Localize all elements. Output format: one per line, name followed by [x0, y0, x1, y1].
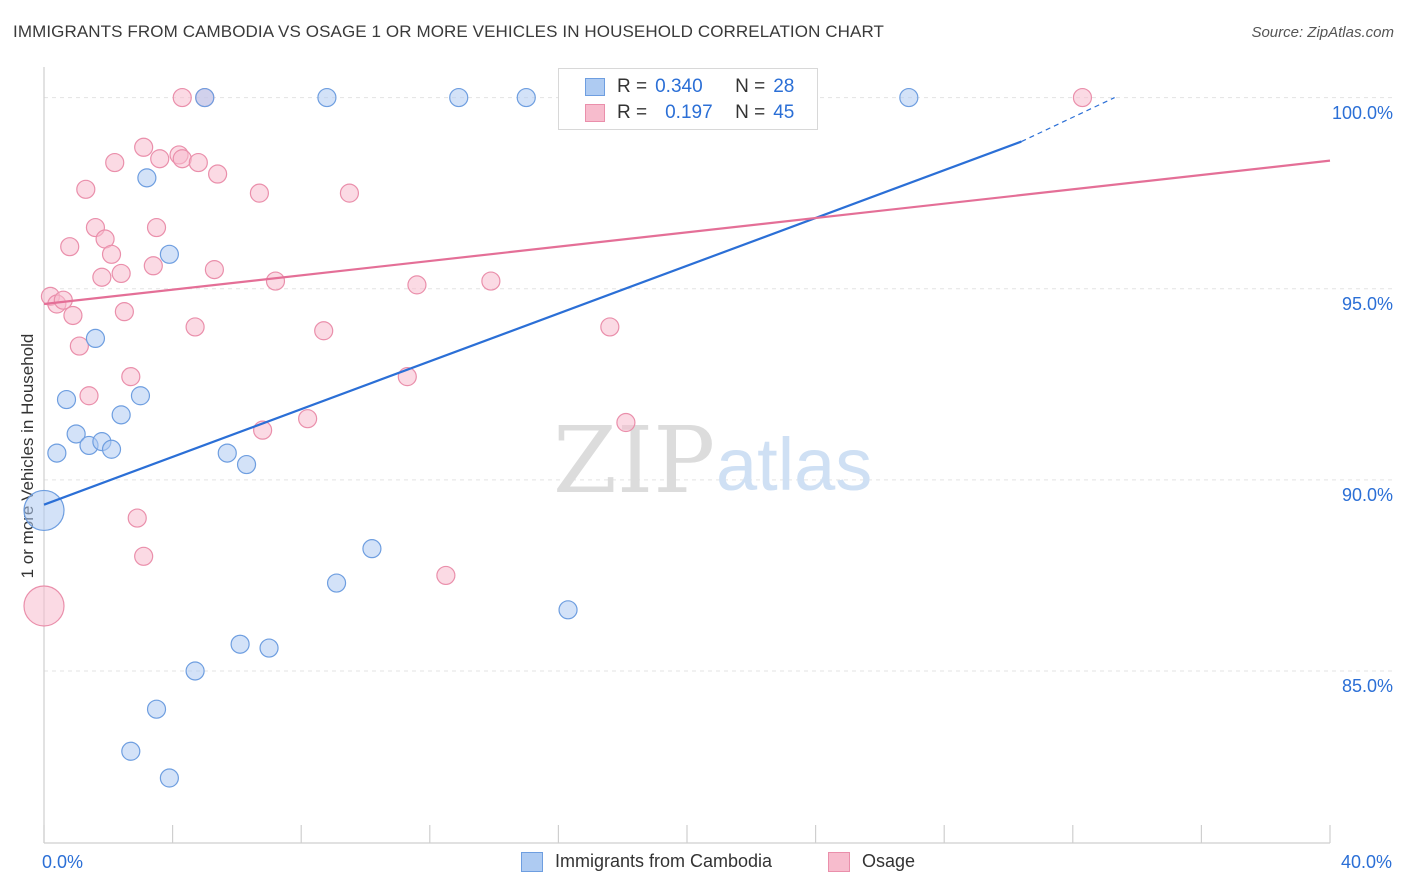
- data-point: [130, 386, 151, 406]
- y-tick-label: 100.0%: [1331, 102, 1393, 123]
- data-point: [362, 539, 382, 559]
- data-point: [79, 386, 99, 406]
- cambodia-points: [23, 87, 919, 788]
- data-point: [69, 336, 89, 356]
- n-value: 45: [773, 102, 795, 123]
- data-point: [899, 87, 919, 108]
- trend-line-extension: [1021, 97, 1115, 143]
- data-point: [111, 263, 131, 284]
- data-point: [137, 168, 157, 188]
- legend-item-osage: Osage: [828, 851, 915, 872]
- watermark: ZIP atlas: [553, 407, 872, 514]
- data-point: [185, 317, 205, 337]
- data-point: [188, 152, 208, 173]
- data-point: [1072, 87, 1093, 108]
- data-point: [217, 443, 237, 463]
- y-tick-label: 95.0%: [1341, 293, 1393, 314]
- watermark-atlas: atlas: [716, 423, 872, 506]
- data-point: [121, 741, 141, 761]
- data-point: [265, 271, 286, 291]
- data-point: [105, 152, 125, 173]
- data-point: [134, 137, 154, 157]
- data-point: [236, 454, 257, 475]
- data-point: [146, 217, 167, 238]
- data-point: [195, 87, 215, 108]
- legend-item-cambodia: Immigrants from Cambodia: [521, 851, 772, 872]
- data-point: [159, 768, 179, 788]
- data-point: [121, 367, 141, 387]
- data-point: [150, 149, 170, 169]
- x-tick-label-max: 40.0%: [1340, 852, 1392, 872]
- r-value: 0.197: [665, 102, 713, 123]
- data-point: [249, 183, 270, 203]
- data-point: [127, 508, 147, 528]
- data-point: [314, 321, 334, 341]
- r-label: R =: [617, 76, 648, 97]
- trend-lines: [43, 97, 1331, 506]
- data-point: [298, 409, 318, 429]
- osage-legend-swatch: [828, 851, 850, 872]
- n-value: 28: [773, 76, 795, 97]
- data-point: [23, 489, 65, 532]
- data-point: [558, 600, 578, 620]
- data-point: [60, 237, 80, 257]
- data-point: [516, 87, 536, 108]
- y-tick-label: 90.0%: [1341, 484, 1393, 505]
- data-point: [172, 149, 192, 169]
- data-point: [259, 638, 279, 658]
- osage-swatch: [585, 104, 605, 122]
- data-point: [111, 405, 131, 425]
- data-point: [101, 439, 122, 459]
- data-point: [146, 699, 167, 719]
- data-point: [326, 573, 347, 593]
- trend-line: [43, 140, 1022, 506]
- stats-legend-row-osage: R = 0.197 N = 45: [585, 101, 794, 125]
- data-point: [92, 267, 112, 287]
- cambodia-swatch: [585, 78, 605, 96]
- data-point: [230, 634, 250, 654]
- data-point: [85, 328, 106, 349]
- data-point: [436, 565, 456, 586]
- data-point: [185, 661, 205, 681]
- data-point: [63, 305, 83, 326]
- cambodia-legend-swatch: [521, 851, 543, 872]
- stats-legend-row-cambodia: R = 0.340 N = 28: [585, 75, 794, 99]
- data-point: [481, 271, 501, 291]
- chart-title: IMMIGRANTS FROM CAMBODIA VS OSAGE 1 OR M…: [13, 22, 885, 41]
- data-point: [76, 179, 96, 199]
- data-point: [114, 302, 134, 322]
- data-point: [172, 87, 192, 108]
- legend-label: Immigrants from Cambodia: [555, 851, 773, 871]
- data-point: [616, 412, 636, 433]
- y-tick-label: 85.0%: [1341, 675, 1393, 696]
- data-point: [23, 585, 65, 627]
- data-point: [208, 164, 228, 184]
- n-label: N =: [735, 76, 766, 97]
- trend-line: [43, 159, 1331, 306]
- data-point: [407, 275, 427, 295]
- data-point: [101, 244, 122, 264]
- r-label: R =: [617, 102, 648, 123]
- data-point: [159, 244, 179, 264]
- data-point: [317, 87, 337, 108]
- n-label: N =: [735, 102, 766, 123]
- data-point: [134, 546, 154, 566]
- legend-label: Osage: [862, 851, 916, 871]
- osage-points: [23, 87, 1093, 627]
- data-point: [47, 443, 67, 463]
- gridlines: [44, 97, 1392, 672]
- axes: [43, 67, 1331, 844]
- data-point: [449, 87, 469, 108]
- data-point: [600, 317, 620, 337]
- source-label: Source: ZipAtlas.com: [1251, 24, 1394, 41]
- data-point: [56, 389, 77, 410]
- r-value: 0.340: [655, 76, 703, 97]
- data-point: [339, 183, 360, 203]
- stats-legend: R = 0.340 N = 28 R = 0.197 N = 45: [558, 68, 818, 130]
- data-point: [204, 260, 224, 280]
- data-point: [143, 256, 163, 276]
- data-point: [66, 424, 86, 444]
- x-tick-label-min: 0.0%: [42, 852, 84, 872]
